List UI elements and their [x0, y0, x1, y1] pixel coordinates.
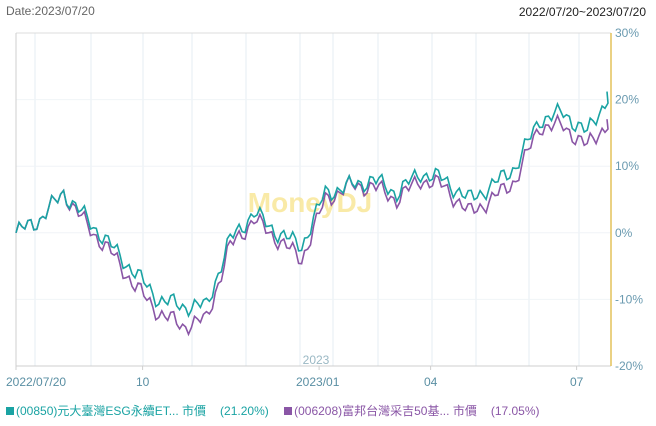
x-tick-label: 2022/07/20	[6, 375, 66, 389]
x-tick-label: 2023/01	[296, 375, 340, 389]
watermark: MoneyDJ	[248, 187, 372, 218]
series-lines	[15, 91, 609, 337]
x-axis-ticks: 2022/07/20 10 2023/01 04 07	[6, 366, 584, 389]
date-label: Date:2023/07/20	[6, 4, 95, 18]
y-axis-ticks: 30% 20% 10% 0% -10% -20%	[615, 26, 643, 373]
year-marker: 2023	[303, 353, 330, 367]
line-chart: MoneyDJ 2023 30% 20% 10% 0% -10% -20% 2022/07…	[6, 26, 643, 389]
legend-swatch	[284, 407, 293, 415]
legend-label: (006208)富邦台灣采吉50基... 市價	[294, 404, 477, 418]
y-tick-label: 10%	[615, 159, 639, 173]
x-tick-label: 04	[424, 375, 438, 389]
y-tick-label: -20%	[615, 359, 643, 373]
date-range-label: 2022/07/20~2023/07/20	[518, 5, 646, 19]
y-tick-label: 20%	[615, 93, 639, 107]
legend-item-006208[interactable]: (006208)富邦台灣采吉50基... 市價 (17.05%)	[284, 402, 540, 419]
legend: (00850)元大臺灣ESG永續ET... 市價 (21.20%) (006208…	[6, 402, 552, 419]
legend-swatch	[6, 407, 14, 415]
y-tick-label: 0%	[615, 226, 633, 240]
legend-value: (17.05%)	[490, 404, 540, 418]
series-line-1	[15, 113, 609, 337]
grid-lines	[15, 32, 611, 367]
legend-label: (00850)元大臺灣ESG永續ET... 市價	[16, 404, 207, 418]
x-tick-label: 10	[136, 375, 150, 389]
series-line-0	[15, 91, 609, 318]
legend-value: (21.20%)	[220, 404, 269, 418]
y-tick-label: 30%	[615, 26, 639, 40]
x-tick-label: 07	[570, 375, 584, 389]
y-tick-label: -10%	[615, 292, 643, 306]
legend-item-00850[interactable]: (00850)元大臺灣ESG永續ET... 市價 (21.20%)	[6, 402, 269, 419]
